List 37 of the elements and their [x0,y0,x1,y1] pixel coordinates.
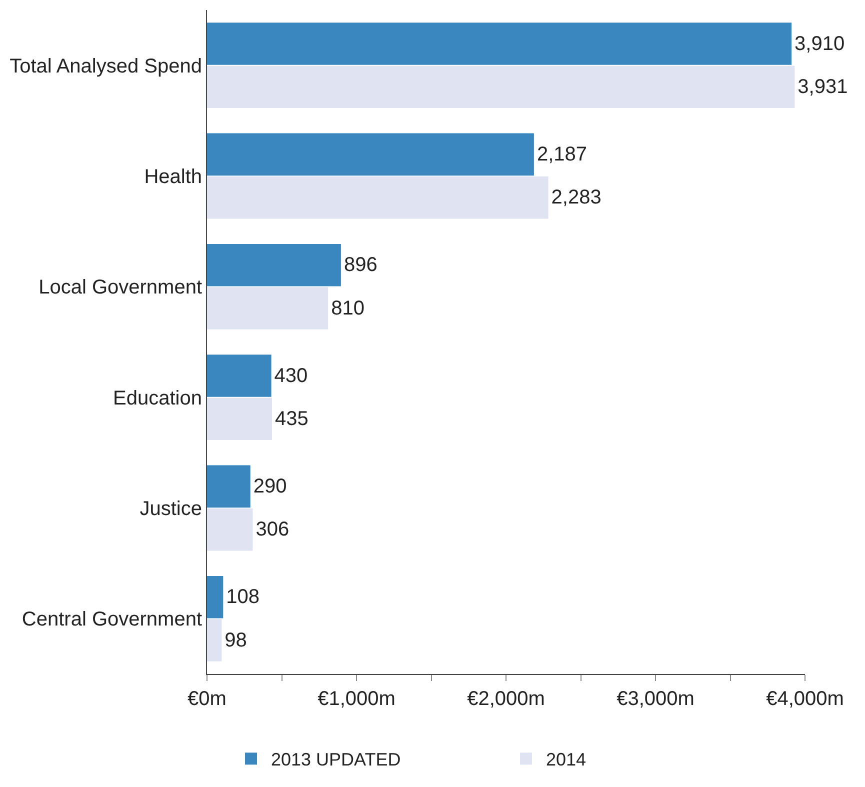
legend-label: 2014 [546,750,586,770]
data-label: 108 [226,586,260,608]
x-tick-label: €2,000m [467,688,545,710]
y-tick-label: Justice [140,498,202,520]
legend-label: 2013 UPDATED [271,750,401,770]
bar [207,354,272,397]
x-tick-label: €3,000m [616,688,694,710]
y-tick-label: Education [113,387,202,410]
bar [207,133,534,176]
bar [207,244,341,286]
bar [207,176,548,219]
data-label: 435 [275,408,308,430]
data-label: 896 [344,254,378,276]
y-tick-label: Health [144,166,202,188]
bar [207,508,253,551]
data-label: 2,187 [536,143,588,166]
data-label: 430 [274,364,308,387]
data-label: 3,931 [798,76,848,98]
x-tick-label: €0m [188,688,226,710]
bar [207,576,224,618]
bar [207,398,272,440]
data-label: 98 [224,629,247,652]
data-label: 810 [331,297,364,320]
x-tick-label: €4,000m [766,688,844,710]
bar [207,66,795,108]
y-tick-label: Local Government [38,276,202,299]
data-label: 290 [253,475,287,498]
y-tick-label: Total Analysed Spend [10,55,202,78]
bar [207,287,328,330]
bar [207,619,222,662]
data-label: 2,283 [551,186,602,209]
bar [207,22,792,65]
data-label: 3,910 [794,32,845,55]
data-label: 306 [256,518,290,541]
x-tick-label: €1,000m [318,688,396,710]
bar [207,465,250,508]
y-tick-label: Central Government [22,608,202,631]
